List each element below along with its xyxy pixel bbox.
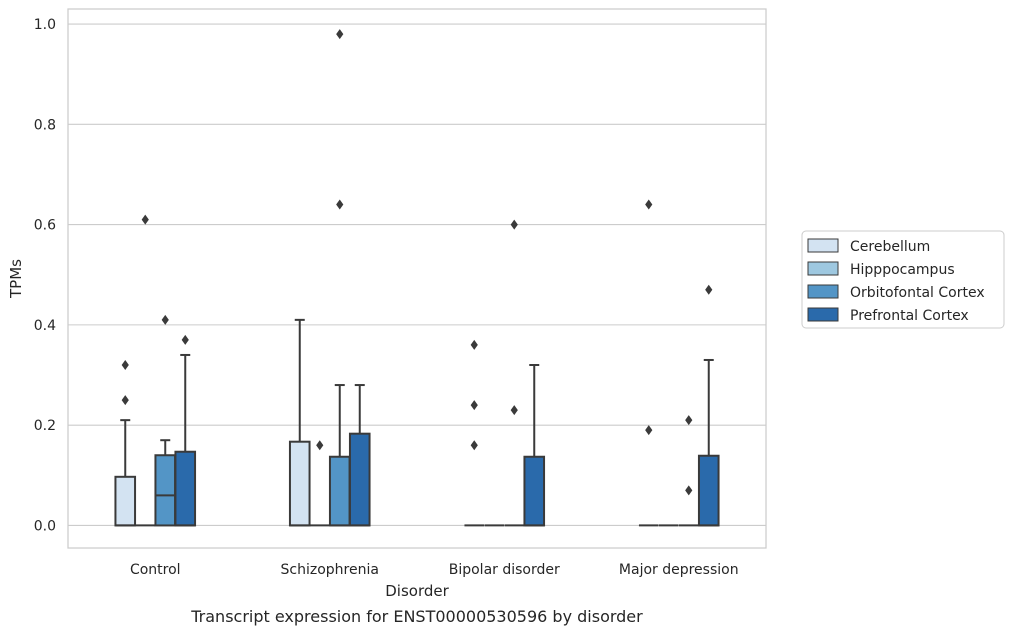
outlier-point [685,415,693,426]
box-body [348,432,371,527]
y-tick-label: 0.6 [34,218,56,234]
box [174,334,197,527]
box [697,284,720,527]
box-body [288,440,311,527]
x-axis-ticks: Control Schizophrenia Bipolar disorder Majo… [130,562,739,578]
outlier-point [685,485,693,496]
box [504,219,525,527]
box [328,29,351,527]
legend-label: Cerebellum [850,239,930,255]
legend-item: Hipppocampus [807,261,955,278]
figure-caption: Transcript expression for ENST0000053059… [190,607,643,626]
box-body [523,455,546,527]
legend-label: Prefrontal Cortex [850,308,969,324]
outlier-point [336,199,344,210]
y-tick-label: 1.0 [34,17,56,33]
outlier-point [705,284,713,295]
legend-item: Orbitofontal Cortex [807,284,985,301]
x-tick-label: Bipolar disorder [449,562,560,578]
box [464,339,485,527]
outlier-point [141,214,149,225]
legend-label: Orbitofontal Cortex [850,285,985,301]
category-group [114,214,197,527]
legend: Cerebellum Hipppocampus Orbitofontal Corte… [801,230,1005,329]
plot-area-frame [67,8,767,549]
box [309,440,330,527]
x-tick-label: Major depression [619,562,739,578]
outlier-point [336,29,344,40]
box-body [154,454,177,527]
box [114,359,137,527]
outlier-point [316,440,324,451]
outlier-point [470,440,478,451]
category-group [464,219,546,527]
box-plot-groups [114,29,720,527]
legend-frame [801,230,1005,329]
outlier-point [121,395,129,406]
legend-swatch [807,238,839,253]
category-group [288,29,371,527]
box-body [328,455,351,527]
legend-swatch [807,261,839,276]
legend-swatch [807,284,839,299]
box [523,363,546,527]
y-tick-label: 0.8 [34,117,56,133]
legend-swatch [807,307,839,322]
outlier-point [470,400,478,411]
gridlines [68,23,766,526]
legend-item: Cerebellum [807,238,930,255]
box-body [114,475,137,527]
outlier-point [510,219,518,230]
box [638,199,659,527]
y-tick-label: 0.2 [34,418,56,434]
box [348,384,371,527]
y-tick-label: 0.0 [34,518,56,534]
x-tick-label: Schizophrenia [281,562,379,578]
outlier-point [181,334,189,345]
x-tick-label: Control [130,562,181,578]
outlier-point [645,425,653,436]
outlier-point [470,339,478,350]
outlier-point [161,314,169,325]
y-tick-label: 0.4 [34,318,56,334]
box-body [174,450,197,527]
box-body [697,454,720,527]
legend-item: Prefrontal Cortex [807,307,969,324]
category-group [638,199,720,527]
box [154,314,177,527]
box [135,214,156,527]
box [288,318,311,527]
outlier-point [510,405,518,416]
outlier-point [645,199,653,210]
outlier-point [121,359,129,370]
legend-label: Hipppocampus [850,262,955,278]
y-axis-ticks: 0.0 0.2 0.4 0.6 0.8 1.0 [34,17,56,534]
x-axis-title: Disorder [385,582,449,600]
y-axis-title: TPMs [7,259,25,299]
box [678,415,699,527]
